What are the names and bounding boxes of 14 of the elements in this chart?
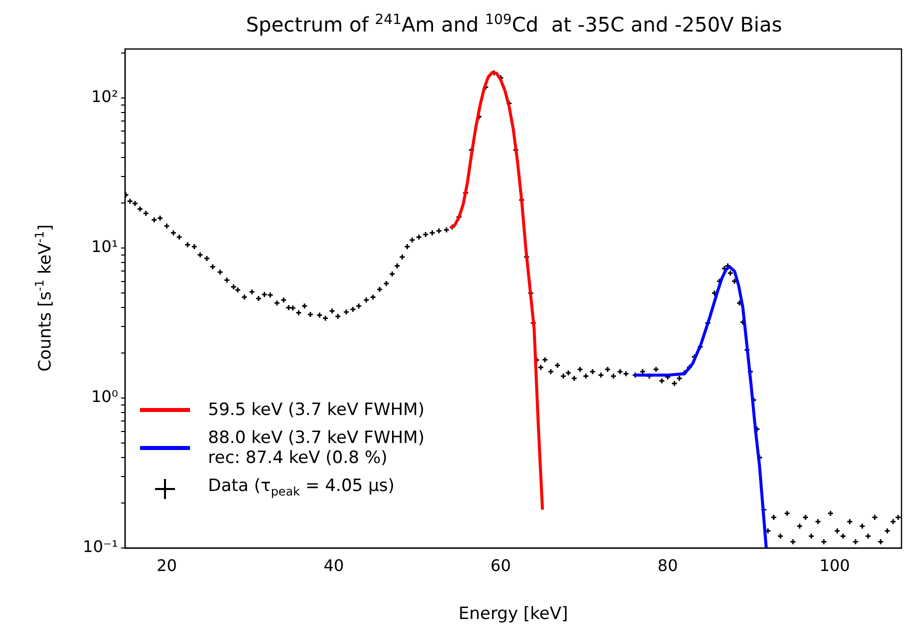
y-tick-label: 10⁰ [91,387,118,406]
y-tick-label: 10² [91,87,118,106]
legend-label: 88.0 keV (3.7 keV FWHM) rec: 87.4 keV (0.8 %) [208,428,424,468]
x-tick-label: 80 [658,556,678,575]
x-tick-label: 40 [324,556,344,575]
x-tick-label: 20 [156,556,177,575]
y-tick-label: 10¹ [91,237,118,256]
chart-title: Spectrum of $^{241}$Am and $^{109}$Cd at -35C and -250V Bias [244,12,784,37]
x-axis-title: Energy [keV] [458,604,568,624]
x-tick-label: 60 [490,556,511,575]
y-tick-label: 10⁻¹ [82,537,118,556]
x-tick-label: 100 [819,556,850,575]
legend-label: 59.5 keV (3.7 keV FWHM) [208,400,424,420]
legend-label: Data (τ$_{peak}$ = 4.05 μs) [208,476,395,500]
